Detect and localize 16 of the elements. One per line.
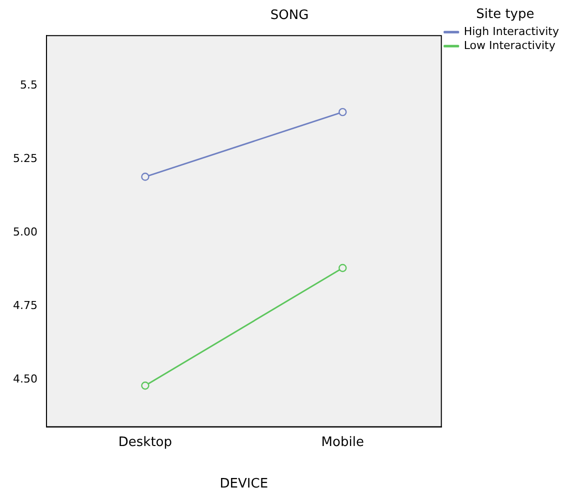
y-tick-label: 5.25 <box>12 152 38 165</box>
x-tick-label: Mobile <box>321 434 364 450</box>
y-tick-label: 4.50 <box>12 372 38 386</box>
legend-label: High Interactivity <box>464 24 560 38</box>
y-tick-label: 5.00 <box>12 226 38 239</box>
legend-title: Site type <box>476 6 534 22</box>
point <box>141 172 150 181</box>
legend-label: Low Interactivity <box>464 38 556 52</box>
point <box>338 108 347 116</box>
x-axis-title: DEVICE <box>220 476 268 492</box>
point <box>338 264 347 272</box>
y-tick-label: 5.5 <box>20 78 38 92</box>
chart-title: SONG <box>270 8 309 24</box>
x-tick-label: Desktop <box>118 434 172 450</box>
y-tick-label: 4.75 <box>12 299 38 312</box>
point <box>141 382 150 390</box>
